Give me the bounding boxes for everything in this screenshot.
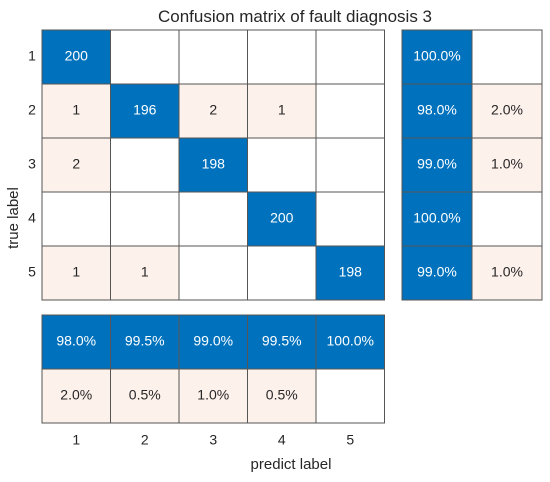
row-incorrect-value-3: 1.0% xyxy=(491,156,523,172)
col-correct-value-4: 99.5% xyxy=(262,333,302,349)
matrix-cell-4-1 xyxy=(41,191,111,247)
row-incorrect-cell-4 xyxy=(471,191,543,247)
matrix-cell-3-1 xyxy=(41,137,111,193)
col-incorrect-value-1: 2.0% xyxy=(60,387,92,403)
col-correct-cell-1 xyxy=(41,314,111,370)
matrix-cell-1-2 xyxy=(110,29,180,85)
col-correct-value-2: 99.5% xyxy=(125,333,165,349)
col-incorrect-cell-2 xyxy=(110,368,180,424)
col-incorrect-value-4: 0.5% xyxy=(266,387,298,403)
row-incorrect-cell-5 xyxy=(471,245,543,301)
row-correct-cell-5 xyxy=(401,245,473,301)
col-incorrect-cell-5 xyxy=(315,368,385,424)
col-incorrect-cell-1 xyxy=(41,368,111,424)
row-correct-cell-4 xyxy=(401,191,473,247)
matrix-cell-3-4 xyxy=(247,137,317,193)
x-axis-label: predict label xyxy=(251,456,332,473)
matrix-cell-5-4 xyxy=(247,245,317,301)
matrix-cell-4-5 xyxy=(315,191,385,247)
col-correct-value-3: 99.0% xyxy=(193,333,233,349)
matrix-cell-3-5 xyxy=(315,137,385,193)
y-axis-ticks: 1 2 3 4 5 xyxy=(28,48,36,280)
y-axis-label: true label xyxy=(5,187,22,249)
x-tick-5: 5 xyxy=(346,432,354,448)
y-tick-4: 4 xyxy=(28,210,36,226)
row-correct-value-3: 99.0% xyxy=(417,156,457,172)
matrix-cell-4-2 xyxy=(110,191,180,247)
col-incorrect-value-3: 1.0% xyxy=(197,387,229,403)
x-axis-ticks: 1 2 3 4 5 xyxy=(72,432,354,448)
row-correct-value-2: 98.0% xyxy=(417,102,457,118)
x-tick-3: 3 xyxy=(209,432,217,448)
matrix-cell-2-1 xyxy=(41,83,111,139)
matrix-cell-2-2 xyxy=(110,83,180,139)
matrix-value-2-4: 1 xyxy=(278,102,286,118)
main-matrix: 200 1 196 2 1 2 198 200 1 1 198 xyxy=(41,29,385,301)
matrix-cell-1-5 xyxy=(315,29,385,85)
y-tick-1: 1 xyxy=(28,48,36,64)
matrix-cell-3-2 xyxy=(110,137,180,193)
matrix-cell-2-5 xyxy=(315,83,385,139)
matrix-value-5-2: 1 xyxy=(141,264,149,280)
col-correct-cell-5 xyxy=(315,314,385,370)
column-summary-panel: 98.0% 2.0% 99.5% 0.5% 99.0% 1.0% 99.5% 0.5% 100.… xyxy=(41,314,385,424)
row-incorrect-cell-3 xyxy=(471,137,543,193)
matrix-cell-4-4 xyxy=(247,191,317,247)
x-tick-4: 4 xyxy=(278,432,286,448)
matrix-cell-1-4 xyxy=(247,29,317,85)
matrix-value-3-3: 198 xyxy=(202,156,226,172)
row-incorrect-cell-2 xyxy=(471,83,543,139)
matrix-value-3-1: 2 xyxy=(72,156,80,172)
y-tick-3: 3 xyxy=(28,156,36,172)
col-incorrect-value-2: 0.5% xyxy=(129,387,161,403)
x-tick-1: 1 xyxy=(72,432,80,448)
x-tick-2: 2 xyxy=(141,432,149,448)
row-correct-value-4: 100.0% xyxy=(413,210,460,226)
col-correct-value-5: 100.0% xyxy=(327,333,374,349)
row-correct-value-5: 99.0% xyxy=(417,264,457,280)
matrix-cell-5-1 xyxy=(41,245,111,301)
row-incorrect-cell-1 xyxy=(471,29,543,85)
matrix-value-1-1: 200 xyxy=(65,48,89,64)
matrix-value-5-5: 198 xyxy=(339,264,363,280)
row-correct-cell-1 xyxy=(401,29,473,85)
matrix-cell-4-3 xyxy=(178,191,248,247)
chart-title: Confusion matrix of fault diagnosis 3 xyxy=(158,7,432,26)
row-incorrect-value-5: 1.0% xyxy=(491,264,523,280)
matrix-value-2-3: 2 xyxy=(209,102,217,118)
col-correct-value-1: 98.0% xyxy=(56,333,96,349)
matrix-value-2-2: 196 xyxy=(133,102,157,118)
row-summary-panel: 100.0% 98.0% 2.0% 99.0% 1.0% 100.0% 99.0% 1.0% xyxy=(401,29,543,301)
matrix-value-4-4: 200 xyxy=(270,210,294,226)
row-correct-value-1: 100.0% xyxy=(413,48,460,64)
col-incorrect-cell-4 xyxy=(247,368,317,424)
y-tick-5: 5 xyxy=(28,264,36,280)
y-tick-2: 2 xyxy=(28,102,36,118)
col-incorrect-cell-3 xyxy=(178,368,248,424)
matrix-value-5-1: 1 xyxy=(72,264,80,280)
matrix-cell-5-2 xyxy=(110,245,180,301)
col-correct-cell-2 xyxy=(110,314,180,370)
row-incorrect-value-2: 2.0% xyxy=(491,102,523,118)
matrix-cell-5-3 xyxy=(178,245,248,301)
matrix-cell-5-5 xyxy=(315,245,385,301)
matrix-cell-1-3 xyxy=(178,29,248,85)
matrix-value-2-1: 1 xyxy=(72,102,80,118)
matrix-cell-1-1 xyxy=(41,29,111,85)
